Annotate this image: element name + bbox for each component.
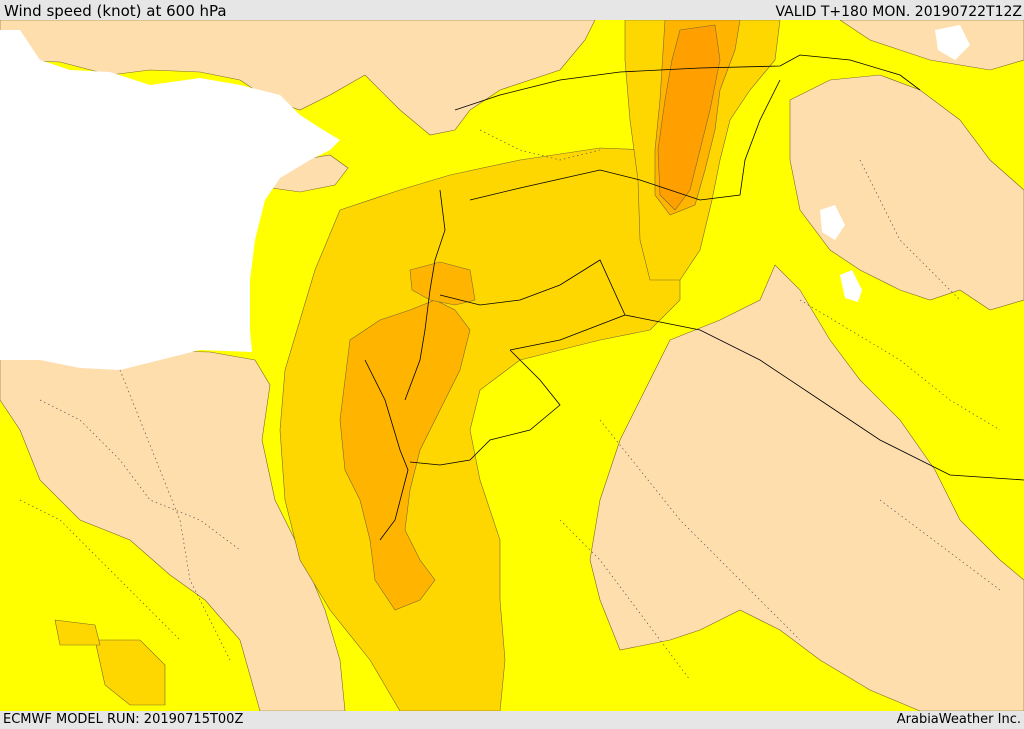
- lake-north: [935, 25, 970, 60]
- border-turkey-syria: [454, 54, 921, 111]
- mediterranean-sea: [0, 30, 340, 370]
- lake-urmia: [840, 270, 862, 302]
- lake-van: [820, 205, 845, 240]
- band2-egypt-patch-2: [54, 619, 101, 646]
- band4-turkey-max: [657, 24, 721, 211]
- band3-levant-patch: [409, 261, 476, 306]
- border-egypt-israel: [364, 359, 409, 541]
- calm-area-iran: [789, 74, 1024, 311]
- lakes: [820, 25, 970, 302]
- valid-time: VALID T+180 MON. 20190722T12Z: [775, 4, 1022, 20]
- border-jordan-saudi: [409, 349, 561, 466]
- border-iraq-saudi: [624, 314, 1024, 481]
- wind-band-4: [657, 24, 721, 211]
- credit: ArabiaWeather Inc.: [896, 712, 1021, 727]
- band2-egypt-patch: [94, 639, 166, 706]
- calm-area-arabia: [589, 264, 1024, 711]
- calm-land-areas: [0, 20, 1024, 711]
- border-syria-jordan: [439, 259, 626, 351]
- calm-area-northeast: [839, 20, 1024, 71]
- border-syria-iraq: [469, 79, 781, 201]
- wind-speed-map: [0, 20, 1024, 711]
- internal-borders: [19, 129, 1001, 681]
- band3-jordan-jet: [339, 299, 471, 611]
- calm-area-north-turkey: [0, 20, 596, 136]
- calm-area-egypt: [0, 349, 346, 711]
- country-borders: [364, 54, 1024, 541]
- footer-bar: ECMWF MODEL RUN: 20190715T00Z ArabiaWeat…: [0, 711, 1024, 729]
- map-title: Wind speed (knot) at 600 hPa: [4, 2, 227, 20]
- model-run: ECMWF MODEL RUN: 20190715T00Z: [3, 712, 244, 727]
- border-coast-levant: [404, 189, 446, 401]
- header-bar: Wind speed (knot) at 600 hPa VALID T+180…: [0, 0, 1024, 20]
